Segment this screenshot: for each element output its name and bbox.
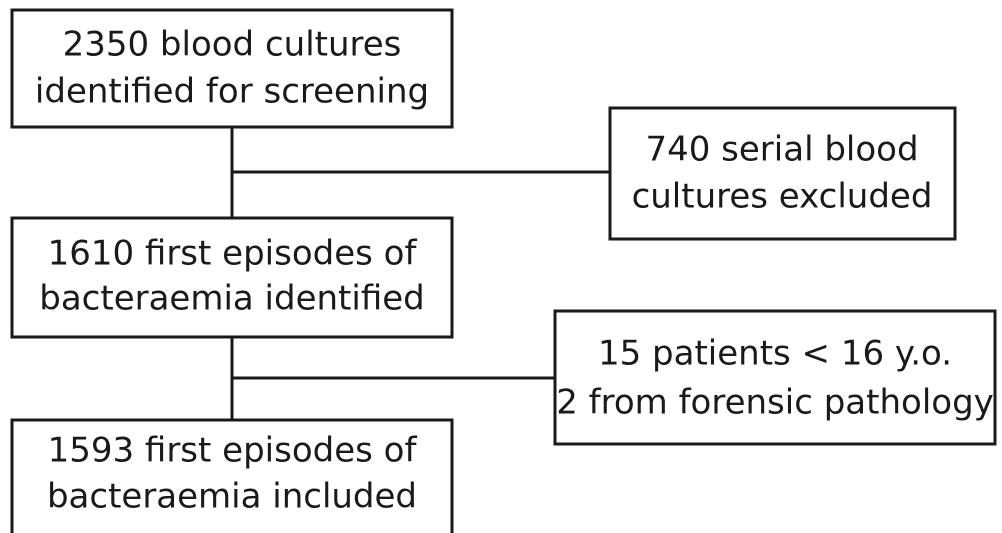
- node-text: 15 patients < 16 y.o.: [598, 334, 952, 374]
- node-box: [553, 309, 997, 446]
- node-text: 2 from forensic pathology: [556, 383, 994, 423]
- node-text: identified for screening: [35, 72, 429, 112]
- node-box: [10, 8, 454, 129]
- node-text: 2350 blood cultures: [63, 25, 402, 65]
- node-box: [608, 106, 957, 241]
- node-text: bacteraemia included: [47, 477, 417, 517]
- node-box: [10, 418, 454, 533]
- node-box: [10, 216, 454, 339]
- node-text: 1610 first episodes of: [48, 234, 418, 274]
- node-text: cultures excluded: [632, 177, 933, 217]
- node-text: 740 serial blood: [645, 130, 918, 170]
- node-text: 1593 first episodes of: [48, 431, 418, 471]
- node-text: bacteraemia identified: [39, 279, 425, 319]
